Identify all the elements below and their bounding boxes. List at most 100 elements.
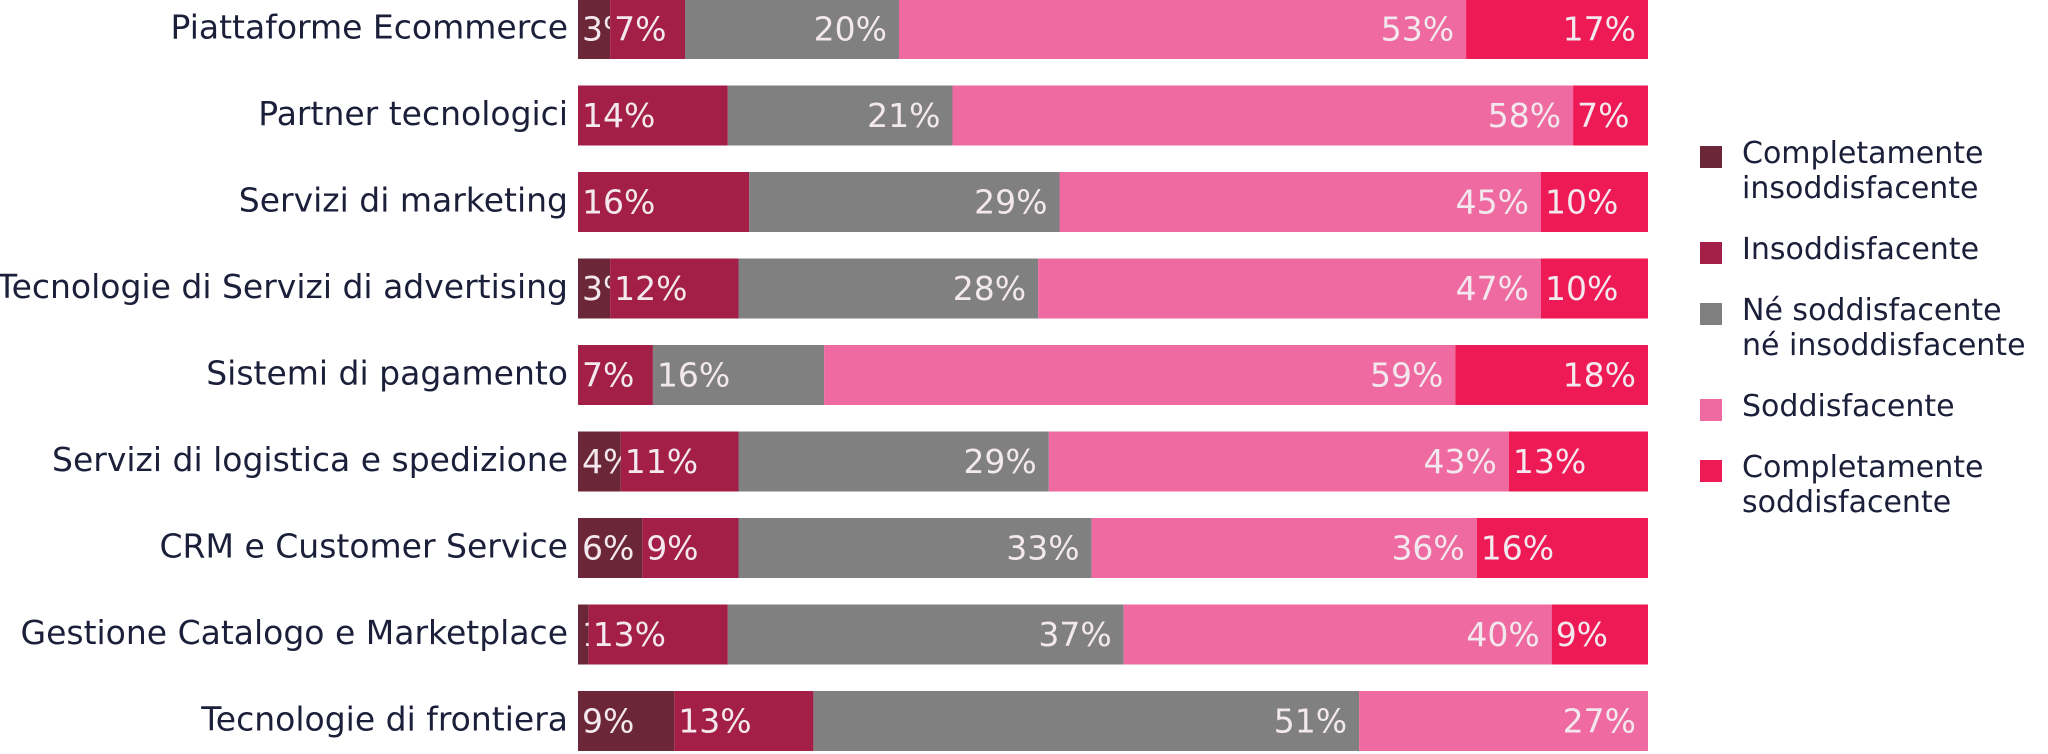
legend-item: Completamente insoddisfacente <box>1700 136 2040 206</box>
legend-label: Né soddisfacente né insoddisfacente <box>1742 293 2026 363</box>
legend-label: Completamente insoddisfacente <box>1742 136 1984 206</box>
value-label: 9% <box>582 702 634 741</box>
legend-label: Completamente soddisfacente <box>1742 450 1984 520</box>
value-label: 9% <box>1556 615 1608 654</box>
value-label: 20% <box>814 10 887 49</box>
value-label: 33% <box>1006 529 1079 568</box>
category-label: Piattaforme Ecommerce <box>171 8 568 47</box>
bar-segment <box>1466 0 1648 59</box>
bar-segment <box>1573 85 1648 146</box>
bar-segment <box>642 518 739 578</box>
value-label: 58% <box>1488 96 1561 135</box>
bar-segment <box>738 258 1039 319</box>
bar-segment <box>674 691 814 751</box>
value-label: 7% <box>582 356 634 395</box>
bar-segment <box>1123 604 1552 665</box>
value-label: 29% <box>963 442 1036 481</box>
value-label: 7% <box>614 10 666 49</box>
category-label: Partner tecnologici <box>258 94 568 133</box>
bar-segment <box>578 0 611 59</box>
bar-segment <box>1359 691 1648 751</box>
bar-segment <box>1048 431 1509 492</box>
value-label: 9% <box>646 529 698 568</box>
value-label: 10% <box>1545 183 1618 222</box>
value-label: 13% <box>1513 442 1586 481</box>
bar-segment <box>738 431 1049 492</box>
bar-segment <box>1541 258 1648 319</box>
value-label: 47% <box>1456 269 1529 308</box>
value-label: 10% <box>1545 269 1618 308</box>
bar-segment <box>620 431 739 492</box>
value-label: 27% <box>1563 702 1636 741</box>
category-label: Gestione Catalogo e Marketplace <box>21 613 569 652</box>
legend-swatch <box>1700 460 1722 482</box>
bar-segment <box>610 0 685 59</box>
value-label: 7% <box>1577 96 1629 135</box>
bar-segment <box>578 85 728 146</box>
bar-segment <box>685 0 899 59</box>
bar-segment <box>588 604 728 665</box>
bar-segment <box>1476 518 1648 578</box>
value-label: 11% <box>625 442 698 481</box>
value-label: 29% <box>974 183 1047 222</box>
bar-segment <box>578 345 653 405</box>
value-label: 21% <box>867 96 940 135</box>
bar-segment <box>610 258 739 319</box>
value-label: 17% <box>1563 10 1636 49</box>
legend-swatch <box>1700 399 1722 421</box>
bar-segment <box>727 85 953 146</box>
value-label: 37% <box>1038 615 1111 654</box>
value-label: 53% <box>1381 10 1454 49</box>
legend-item: Né soddisfacente né insoddisfacente <box>1700 293 2040 363</box>
legend-item: Completamente soddisfacente <box>1700 450 2040 520</box>
category-label: CRM e Customer Service <box>160 527 568 566</box>
value-label: 43% <box>1424 442 1497 481</box>
value-label: 14% <box>582 96 655 135</box>
legend-swatch <box>1700 242 1722 264</box>
bar-segment <box>578 172 750 232</box>
bar-segment <box>824 345 1456 405</box>
value-label: 16% <box>657 356 730 395</box>
category-label: Servizi di marketing <box>239 181 568 220</box>
bar-segment <box>578 431 621 492</box>
value-label: 16% <box>1481 529 1554 568</box>
bar-segment <box>749 172 1060 232</box>
bar-segment <box>652 345 825 405</box>
value-label: 16% <box>582 183 655 222</box>
value-label: 36% <box>1391 529 1464 568</box>
bar-segment <box>1038 258 1541 319</box>
bar-segment <box>1508 431 1648 492</box>
category-label: Sistemi di pagamento <box>206 354 568 393</box>
bar-segment <box>578 691 675 751</box>
bar-segment <box>578 604 589 665</box>
bar-segment <box>952 85 1574 146</box>
legend: Completamente insoddisfacente Insoddisfac… <box>1700 136 2040 546</box>
value-label: 6% <box>582 529 634 568</box>
value-label: 45% <box>1456 183 1529 222</box>
legend-item: Insoddisfacente <box>1700 232 2040 267</box>
legend-label: Soddisfacente <box>1742 389 1955 424</box>
bar-segment <box>727 604 1124 665</box>
category-label: Tecnologie di frontiera <box>200 700 568 739</box>
value-label: 13% <box>593 615 666 654</box>
bar-segment <box>1551 604 1648 665</box>
legend-label: Insoddisfacente <box>1742 232 1980 267</box>
bar-segment <box>899 0 1467 59</box>
bar-segment <box>813 691 1360 751</box>
value-label: 51% <box>1274 702 1347 741</box>
legend-swatch <box>1700 303 1722 325</box>
legend-item: Soddisfacente <box>1700 389 2040 424</box>
bar-segment <box>1059 172 1541 232</box>
legend-swatch <box>1700 146 1722 168</box>
category-label: Tecnologie di Servizi di advertising <box>0 267 568 306</box>
value-label: 28% <box>953 269 1026 308</box>
value-label: 12% <box>614 269 687 308</box>
bar-segment <box>1541 172 1648 232</box>
value-label: 13% <box>678 702 751 741</box>
bar-segment <box>578 518 643 578</box>
bar-segment <box>1091 518 1477 578</box>
bar-segment <box>1455 345 1648 405</box>
bar-segment <box>738 518 1092 578</box>
